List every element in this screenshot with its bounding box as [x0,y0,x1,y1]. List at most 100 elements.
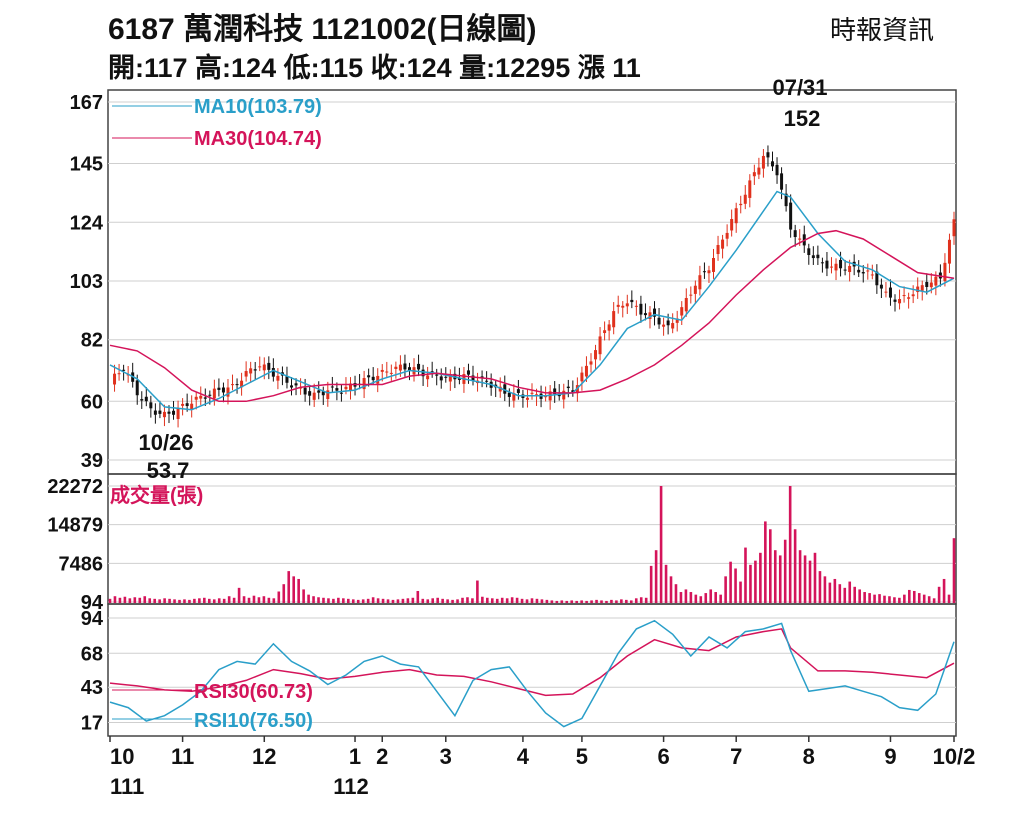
x-tick-label: 9 [884,744,896,769]
candle-body [249,368,253,374]
candle-body [376,375,380,384]
candle-body [825,260,829,269]
candle-body [516,389,520,393]
volume-bar [565,600,569,603]
candle-body [553,388,557,395]
candle-body [566,386,570,389]
candle-body [639,303,643,315]
candle-body [276,375,280,381]
volume-bar [595,599,598,603]
candle-body [407,367,411,371]
candle-body [430,371,434,373]
volume-bar [227,596,231,603]
volume-bar [769,529,772,603]
candle-body [757,167,761,175]
rsi10-line [109,619,955,728]
volume-bar [441,598,444,603]
volume-bar [719,594,722,603]
volume-bar [540,599,544,603]
volume-bar [932,598,936,603]
volume-bar [421,598,425,603]
candle-body [616,304,620,307]
price-y-tick: 145 [70,154,103,176]
volume-bar [317,597,320,603]
volume-bar [123,596,127,603]
rsi-legend-label: RSI30(60.73) [194,681,313,703]
volume-bar [451,599,454,603]
volume-bar [381,598,385,603]
volume-bar [615,600,618,603]
candle-body [784,193,788,207]
candle-body [321,391,325,396]
volume-bar [466,597,469,603]
volume-bar [669,576,673,603]
volume-bar [222,598,226,603]
candle-body [848,265,852,273]
price-y-tick: 167 [70,92,103,114]
candle-body [498,386,502,392]
volume-bar [148,598,152,603]
candle-body [367,375,371,378]
candle-body [530,392,534,394]
volume-bar [545,599,549,603]
candle-body [689,294,693,296]
candle-body [371,376,375,381]
volume-bar [391,599,395,603]
candle-body [258,366,262,368]
volume-bar [495,598,499,603]
volume-bar [312,596,315,603]
candle-body [158,410,162,414]
chart-title: 6187 萬潤科技 1121002(日線圖) [108,13,537,46]
candle-body [212,388,216,399]
volume-bar [813,552,817,603]
volume-bar [411,597,415,603]
volume-bar [917,593,921,603]
candle-body [693,285,697,294]
volume-bar [833,578,837,603]
volume-bar [694,594,698,603]
volume-bar [912,590,916,603]
volume-y-tick: 94 [81,592,104,614]
candle-body [625,303,629,307]
volume-y-tick: 7486 [59,553,104,575]
candle-body [176,408,180,419]
candle-body [793,230,797,238]
candle-body [612,311,616,328]
x-tick-label: 12 [252,744,276,769]
volume-bar [212,599,216,603]
candle-body [879,284,883,289]
volume-bar [247,597,251,603]
volume-bar [634,598,638,603]
volume-bar [515,597,519,603]
candle-body [775,164,779,176]
candle-body [221,387,225,393]
candle-body [113,373,117,385]
rsi-y-tick: 17 [81,713,103,735]
volume-bar [376,598,380,603]
candle-body [920,285,924,291]
volume-bar [158,599,161,603]
volume-bar [823,576,827,603]
candle-body [712,258,716,272]
candle-body [571,390,575,393]
candle-body [471,375,475,381]
candle-body [185,403,189,407]
candle-body [902,295,906,297]
candle-body [766,152,770,158]
candle-body [743,194,747,204]
volume-bar [426,599,430,603]
volume-bar [530,598,534,603]
x-tick-label: 1 [349,744,361,769]
candle-body [312,392,316,400]
candle-body [630,299,634,303]
volume-bar [793,529,797,603]
volume-bar [898,597,901,603]
volume-bar [406,598,410,603]
volume-bar [858,589,861,603]
candle-body [752,172,756,177]
rsi30-line [109,628,955,697]
volume-bar [361,599,365,603]
candle-body [144,396,148,402]
volume-bar [257,597,261,603]
candle-body [820,262,824,264]
